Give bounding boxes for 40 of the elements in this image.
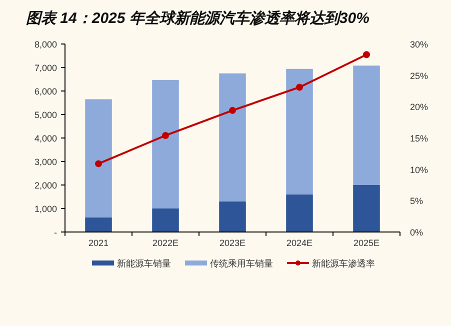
bar [85, 99, 112, 218]
bar [219, 201, 246, 232]
legend-label: 新能源车渗透率 [312, 258, 375, 268]
y-tick-label: - [54, 228, 57, 238]
y-tick-label: 5,000 [34, 110, 57, 120]
bar [85, 217, 112, 232]
y2-tick-label: 10% [410, 164, 428, 175]
bar [353, 185, 380, 232]
bar [353, 66, 380, 185]
y-tick-label: 1,000 [34, 204, 57, 214]
y-tick-label: 7,000 [34, 63, 57, 73]
y-tick-label: 2,000 [34, 180, 57, 190]
x-tick-label: 2023E [219, 238, 246, 248]
bar [152, 208, 179, 232]
point [162, 132, 169, 139]
y-tick-label: 8,000 [34, 40, 57, 50]
y2-tick-label: 0% [410, 228, 424, 238]
y-tick-label: 6,000 [34, 86, 57, 96]
x-tick-label: 2021 [88, 238, 109, 248]
y2-tick-label: 5% [410, 196, 424, 206]
legend-label: 传统乘用车销量 [210, 258, 273, 268]
x-tick-label: 2025E [353, 238, 380, 248]
x-tick-label: 2022E [152, 238, 179, 248]
y2-tick-label: 25% [410, 70, 428, 81]
y2-tick-label: 20% [410, 102, 428, 112]
bar [152, 80, 179, 208]
bar [219, 73, 246, 202]
legend-label: 新能源车销量 [117, 258, 171, 268]
point [95, 160, 102, 168]
y2-tick-label: 15% [410, 134, 428, 144]
point [296, 84, 303, 91]
x-tick-label: 2024E [286, 238, 313, 248]
point [363, 51, 370, 58]
bar [286, 68, 313, 194]
bar [286, 194, 313, 232]
y-tick-label: 3,000 [34, 157, 57, 167]
y2-tick-label: 30% [410, 40, 428, 50]
chart-title: 图表 14：2025 年全球新能源汽车渗透率将达到30% [26, 9, 370, 27]
point [229, 106, 236, 114]
y-tick-label: 4,000 [34, 134, 57, 144]
